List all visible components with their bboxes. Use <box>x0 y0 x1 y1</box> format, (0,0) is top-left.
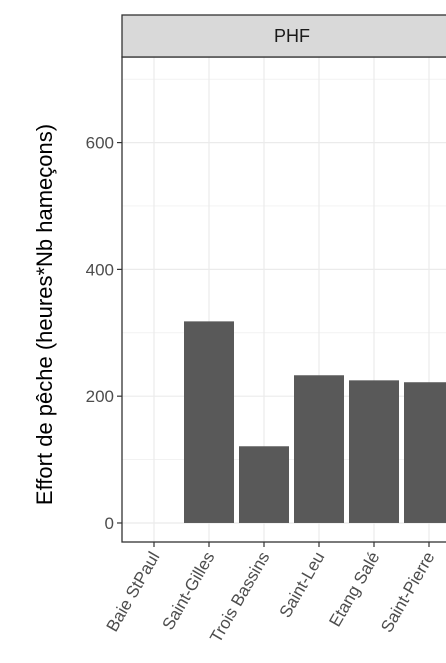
y-axis-title: Effort de pêche (heures*Nb hameçons) <box>32 124 57 505</box>
y-axis: 0 200 400 600 <box>86 134 122 533</box>
x-tick-label: Saint-Pierre <box>377 549 438 636</box>
x-tick-label: Baie StPaul <box>103 549 164 635</box>
y-tick-label: 200 <box>86 387 114 406</box>
y-tick-label: 400 <box>86 260 114 279</box>
y-tick-label: 0 <box>105 514 114 533</box>
x-tick-label: Etang Salé <box>325 549 383 631</box>
bar <box>184 321 234 523</box>
y-tick-label: 600 <box>86 134 114 153</box>
bar <box>404 382 446 523</box>
bar <box>294 375 344 523</box>
x-tick-label: Saint-Gilles <box>159 549 219 634</box>
x-tick-label: Saint-Leu <box>276 549 329 622</box>
bar <box>349 380 399 523</box>
facet-strip-label: PHF <box>274 26 310 46</box>
x-tick-label: Trois Bassins <box>206 549 273 646</box>
facet-strip: PHF <box>121 14 446 58</box>
facet-strip-background <box>121 14 446 58</box>
bar <box>239 446 289 523</box>
bars <box>184 321 446 523</box>
